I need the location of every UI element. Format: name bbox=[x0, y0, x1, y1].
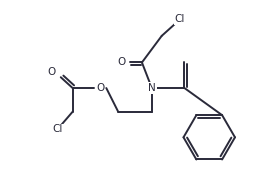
Text: N: N bbox=[148, 83, 156, 93]
Text: Cl: Cl bbox=[175, 14, 185, 24]
Text: O: O bbox=[48, 67, 56, 77]
Text: O: O bbox=[118, 58, 126, 68]
Text: O: O bbox=[96, 83, 105, 93]
Text: Cl: Cl bbox=[53, 125, 63, 134]
